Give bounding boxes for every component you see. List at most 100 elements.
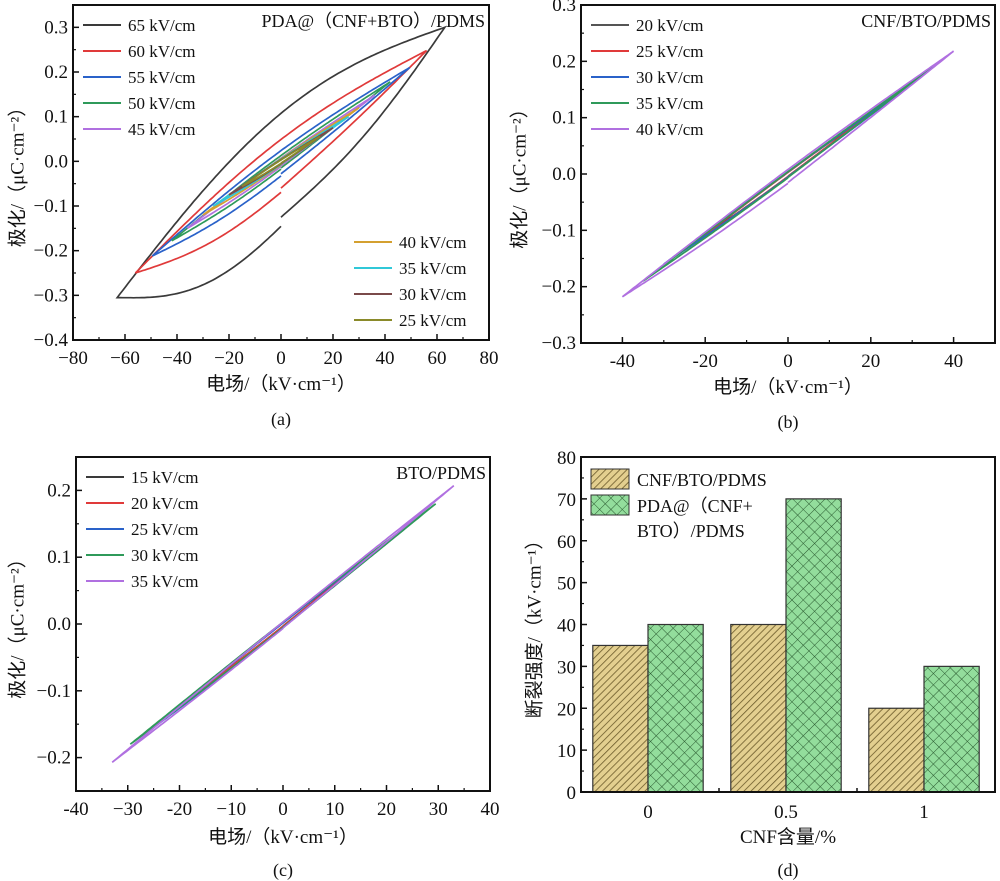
series-line-40-kV-per-cm (621, 50, 955, 298)
y-tick-label: 0.2 (47, 480, 71, 501)
y-tick-label: 80 (557, 448, 576, 469)
x-tick-label: −10 (216, 799, 246, 820)
y-tick-label: −0.1 (37, 681, 71, 702)
x-tick-label: 0 (643, 802, 653, 823)
legend-item: 15 kV/cm (86, 468, 199, 487)
legend-label: 35 kV/cm (636, 94, 704, 113)
legend-swatch (590, 468, 630, 490)
x-tick-label: 20 (861, 351, 880, 372)
x-tick-label: -40 (63, 799, 88, 820)
y-tick-label: 0.3 (552, 0, 576, 16)
legend-item: 25 kV/cm (354, 311, 467, 330)
bar-cnf-bto-pdms-1 (868, 707, 925, 793)
x-tick-label: 40 (944, 351, 963, 372)
legend-label: 35 kV/cm (399, 259, 467, 278)
series-line-35-kV-per-cm (111, 485, 455, 763)
bar-pda-cnf-bto-pdms-0 (647, 623, 704, 793)
legend-label: 40 kV/cm (399, 233, 467, 252)
series-line-55-kV-per-cm (151, 66, 411, 257)
y-tick-label: 30 (557, 657, 576, 678)
y-tick-label: 70 (557, 490, 576, 511)
x-axis-title: 电场/（kV·cm⁻¹） (208, 826, 358, 848)
x-tick-label: 0 (276, 348, 286, 369)
legend-swatch (590, 494, 630, 516)
legend-label: 20 kV/cm (131, 494, 199, 513)
series-layer (621, 50, 955, 298)
legend-label: 25 kV/cm (399, 311, 467, 330)
legend-item: 45 kV/cm (83, 120, 196, 139)
legend-item: 60 kV/cm (83, 42, 196, 61)
legend-label: 15 kV/cm (131, 468, 199, 487)
x-tick-label: −60 (110, 348, 140, 369)
series-line-35-kV-per-cm (642, 66, 934, 282)
legend-label: 60 kV/cm (128, 42, 196, 61)
bar-pda-cnf-bto-pdms-0.5 (785, 498, 842, 793)
x-tick-label: 80 (480, 348, 499, 369)
legend-item: 55 kV/cm (83, 68, 196, 87)
legend-item: 35 kV/cm (591, 94, 704, 113)
axis-ticks: 0 10 20 30 40 50 60 70 80 0 0.5 1 (557, 448, 929, 823)
panel-label: (d) (778, 860, 799, 881)
y-tick-label: 0.0 (552, 164, 576, 185)
legend-label: 55 kV/cm (128, 68, 196, 87)
x-tick-label: −20 (214, 348, 244, 369)
legend-item: 30 kV/cm (86, 546, 199, 565)
legend-item: 40 kV/cm (591, 120, 704, 139)
y-tick-label: 0.1 (47, 547, 71, 568)
y-axis-title: 极化/（μC·cm⁻²） (509, 99, 531, 248)
x-tick-label: −80 (58, 348, 88, 369)
panel-annotation: CNF/BTO/PDMS (861, 11, 991, 31)
panel-c: -40 −30 -20 −10 0 10 20 30 40 −0.2 −0.1 0.0 0.1 0.2 B… (7, 456, 500, 881)
legend-label: 65 kV/cm (128, 16, 196, 35)
x-tick-label: 10 (325, 799, 344, 820)
x-tick-label: 1 (919, 802, 929, 823)
panel-label: (c) (273, 860, 293, 881)
bar-pda-cnf-bto-pdms-1 (923, 665, 980, 793)
x-tick-label: 40 (481, 799, 500, 820)
x-tick-label: 20 (377, 799, 396, 820)
legend-item: 65 kV/cm (83, 16, 196, 35)
x-tick-label: 0 (278, 799, 288, 820)
x-tick-label: 40 (376, 348, 395, 369)
legend-item: 30 kV/cm (354, 285, 467, 304)
y-tick-label: −0.1 (34, 196, 68, 217)
y-axis-title: 极化/（μC·cm⁻²） (7, 98, 29, 247)
legend-label: 30 kV/cm (399, 285, 467, 304)
x-axis-title: CNF含量/% (740, 826, 836, 848)
bars-layer (592, 498, 980, 793)
panel-annotation: BTO/PDMS (396, 463, 486, 483)
legend-label: PDA@（CNF+ (637, 496, 753, 516)
legend-item: 35 kV/cm (354, 259, 467, 278)
x-axis-title: 电场/（kV·cm⁻¹） (713, 376, 863, 398)
y-tick-label: 20 (557, 699, 576, 720)
bar-cnf-bto-pdms-0.5 (730, 623, 787, 793)
x-tick-label: 0 (783, 351, 793, 372)
axis-ticks: -40 −30 -20 −10 0 10 20 30 40 −0.2 −0.1 0.0 0.1 0.2 (37, 480, 500, 820)
legend-label: 50 kV/cm (128, 94, 196, 113)
y-tick-label: 60 (557, 532, 576, 553)
legend-label: 25 kV/cm (131, 520, 199, 539)
y-tick-label: −0.4 (34, 330, 69, 351)
legend: CNF/BTO/PDMS PDA@（CNF+ BTO）/PDMS (590, 468, 767, 541)
panel-d: 0 10 20 30 40 50 60 70 80 0 0.5 1 CNF含量/% 断裂强度/（kV·… (524, 448, 996, 881)
y-tick-label: −0.3 (34, 285, 68, 306)
panel-a: −80 −60 −40 −20 0 20 40 60 80 −0.4 −0.3 −0.2 −0.1 0.0… (7, 4, 499, 430)
y-tick-label: 0.2 (44, 62, 68, 83)
y-tick-label: 50 (557, 574, 576, 595)
legend: 15 kV/cm 20 kV/cm 25 kV/cm 30 kV/cm 35 kV/cm (86, 468, 199, 591)
y-tick-label: −0.2 (34, 241, 68, 262)
legend-item: 50 kV/cm (83, 94, 196, 113)
legend-label: CNF/BTO/PDMS (637, 470, 767, 490)
panel-label: (a) (271, 409, 291, 430)
y-tick-label: −0.2 (542, 277, 576, 298)
x-tick-label: −30 (113, 799, 143, 820)
legend-item: 40 kV/cm (354, 233, 467, 252)
legend-label: 45 kV/cm (128, 120, 196, 139)
series-layer (115, 25, 447, 299)
y-axis-title: 极化/（μC·cm⁻²） (7, 549, 29, 698)
legend-label: 20 kV/cm (636, 16, 704, 35)
y-tick-label: −0.1 (542, 220, 576, 241)
legend-label: BTO）/PDMS (637, 521, 745, 541)
legend-item: 25 kV/cm (591, 42, 704, 61)
y-tick-label: 0.2 (552, 51, 576, 72)
